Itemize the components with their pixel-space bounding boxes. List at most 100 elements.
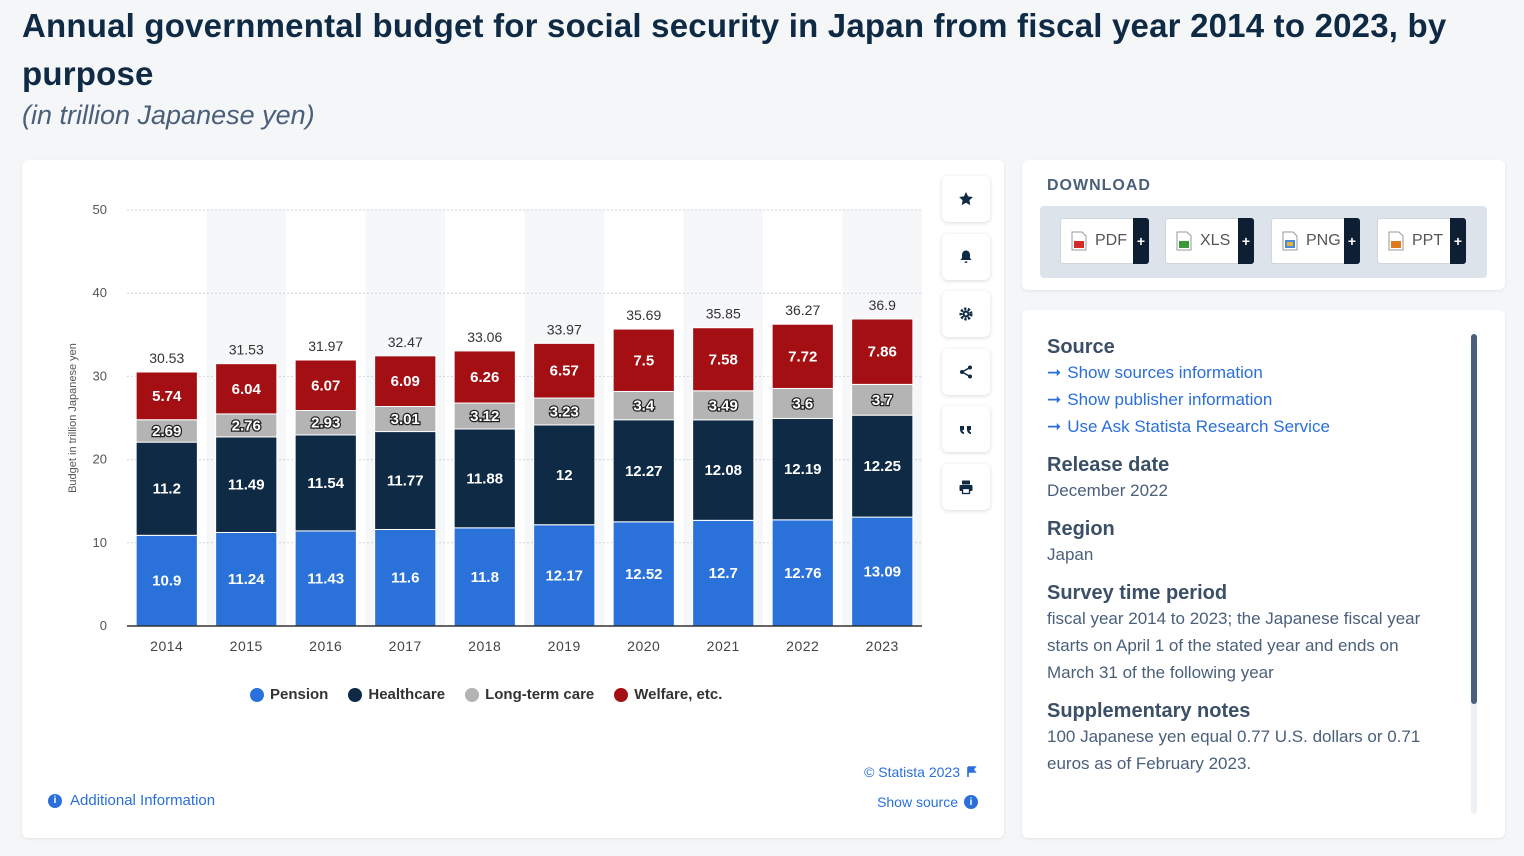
download-title: DOWNLOAD	[1047, 177, 1151, 194]
scrollbar-thumb[interactable]	[1471, 334, 1477, 704]
notification-button[interactable]	[942, 234, 990, 280]
total-label: 33.97	[547, 321, 582, 337]
png-file-icon	[1282, 231, 1298, 251]
download-label: XLS	[1200, 232, 1231, 249]
total-label: 36.9	[869, 297, 896, 313]
data-label: 11.6	[391, 570, 419, 587]
bar-segment	[771, 323, 834, 389]
data-label: 13.09	[863, 564, 901, 581]
print-button[interactable]	[942, 464, 990, 510]
show-source-link[interactable]: Show source i	[877, 794, 978, 810]
data-label: 6.57	[550, 363, 579, 380]
legend-item-long-term-care[interactable]: Long-term care	[465, 686, 594, 703]
info-card: Source ➞ Show sources information ➞ Show…	[1022, 310, 1505, 838]
settings-button[interactable]	[942, 291, 990, 337]
data-label: 11.43	[307, 570, 344, 587]
bar-segment	[453, 527, 516, 627]
source-title: Source	[1047, 336, 1115, 358]
download-label: PPT	[1412, 232, 1444, 249]
data-label: 2.69	[152, 423, 181, 440]
download-label: PDF	[1095, 232, 1127, 249]
download-xls-button[interactable]: XLS +	[1165, 218, 1254, 264]
data-label: 11.8	[471, 569, 499, 586]
survey-title: Survey time period	[1047, 582, 1228, 604]
bar-segment	[215, 531, 278, 627]
x-tick-label: 2015	[230, 638, 263, 654]
data-label: 12.52	[625, 566, 663, 583]
ask-statista-link[interactable]: ➞ Use Ask Statista Research Service	[1047, 413, 1447, 440]
release-value: December 2022	[1047, 481, 1168, 500]
data-label: 6.07	[311, 377, 340, 394]
pdf-file-icon	[1071, 231, 1087, 251]
download-png-button[interactable]: PNG +	[1271, 218, 1360, 264]
data-label: 2.93	[311, 415, 340, 432]
bar-segment	[453, 402, 516, 430]
legend-dot	[250, 687, 264, 702]
download-ppt-button[interactable]: PPT +	[1377, 218, 1466, 264]
bar-segment	[771, 417, 834, 521]
data-label: 12.25	[863, 458, 901, 475]
favorite-button[interactable]	[942, 176, 990, 222]
copyright-link[interactable]: © Statista 2023	[864, 764, 978, 780]
notes-title: Supplementary notes	[1047, 700, 1251, 722]
data-label: 12.7	[709, 565, 738, 582]
bar-segment	[533, 342, 596, 399]
data-label: 11.49	[228, 477, 265, 494]
legend-item-healthcare[interactable]: Healthcare	[348, 686, 445, 703]
bar-segment	[374, 528, 437, 627]
legend-label: Pension	[270, 686, 329, 703]
bar-segment	[453, 350, 516, 404]
bar-segment	[453, 428, 516, 529]
legend-dot	[465, 687, 480, 702]
copyright-text: © Statista 2023	[864, 764, 960, 780]
star-icon	[959, 192, 973, 206]
data-label: 11.54	[307, 475, 344, 492]
data-label: 3.23	[550, 403, 579, 420]
share-button[interactable]	[942, 349, 990, 395]
data-label: 12.27	[625, 463, 663, 480]
bar-segment	[374, 406, 437, 433]
total-label: 31.53	[229, 342, 264, 358]
bar-segment	[215, 363, 278, 415]
total-label: 35.69	[626, 307, 661, 323]
release-section: Release date December 2022	[1047, 454, 1447, 504]
download-pdf-button[interactable]: PDF +	[1060, 218, 1149, 264]
download-label: PNG	[1306, 232, 1341, 249]
data-label: 3.4	[633, 398, 655, 415]
data-label: 7.5	[633, 352, 654, 369]
info-icon: i	[964, 795, 978, 809]
data-label: 11.88	[466, 470, 503, 487]
x-tick-label: 2014	[150, 638, 183, 654]
data-label: 3.7	[872, 392, 893, 409]
bar-segment	[294, 410, 357, 436]
survey-section: Survey time period fiscal year 2014 to 2…	[1047, 582, 1447, 686]
y-tick-label: 10	[93, 535, 107, 550]
bar-segment	[215, 436, 278, 533]
data-label: 12.19	[784, 461, 822, 478]
additional-information-link[interactable]: i Additional Information	[48, 792, 215, 809]
data-label: 3.49	[709, 397, 738, 414]
legend-item-pension[interactable]: Pension	[250, 686, 328, 703]
cite-button[interactable]	[942, 406, 990, 452]
data-label: 6.04	[232, 381, 262, 398]
data-label: 12.08	[704, 462, 742, 479]
bar-segment	[612, 390, 675, 421]
bar-segment	[533, 524, 596, 627]
additional-information-text: Additional Information	[70, 792, 216, 809]
bar-segment	[533, 397, 596, 426]
source-section: Source ➞ Show sources information ➞ Show…	[1047, 336, 1447, 440]
bar-segment	[135, 371, 198, 421]
bell-icon	[960, 250, 972, 263]
bar-segment	[135, 534, 198, 627]
y-tick-label: 20	[93, 452, 107, 467]
show-sources-link[interactable]: ➞ Show sources information	[1047, 359, 1447, 386]
legend-item-welfare[interactable]: Welfare, etc.	[614, 686, 722, 703]
print-icon	[959, 480, 973, 495]
bar-segment	[294, 359, 357, 412]
data-label: 3.12	[470, 408, 499, 425]
link-text: Use Ask Statista Research Service	[1067, 417, 1330, 436]
link-text: Show publisher information	[1067, 390, 1273, 409]
bar-segment	[851, 318, 914, 385]
show-publisher-link[interactable]: ➞ Show publisher information	[1047, 386, 1447, 413]
link-text: Show sources information	[1067, 363, 1263, 382]
